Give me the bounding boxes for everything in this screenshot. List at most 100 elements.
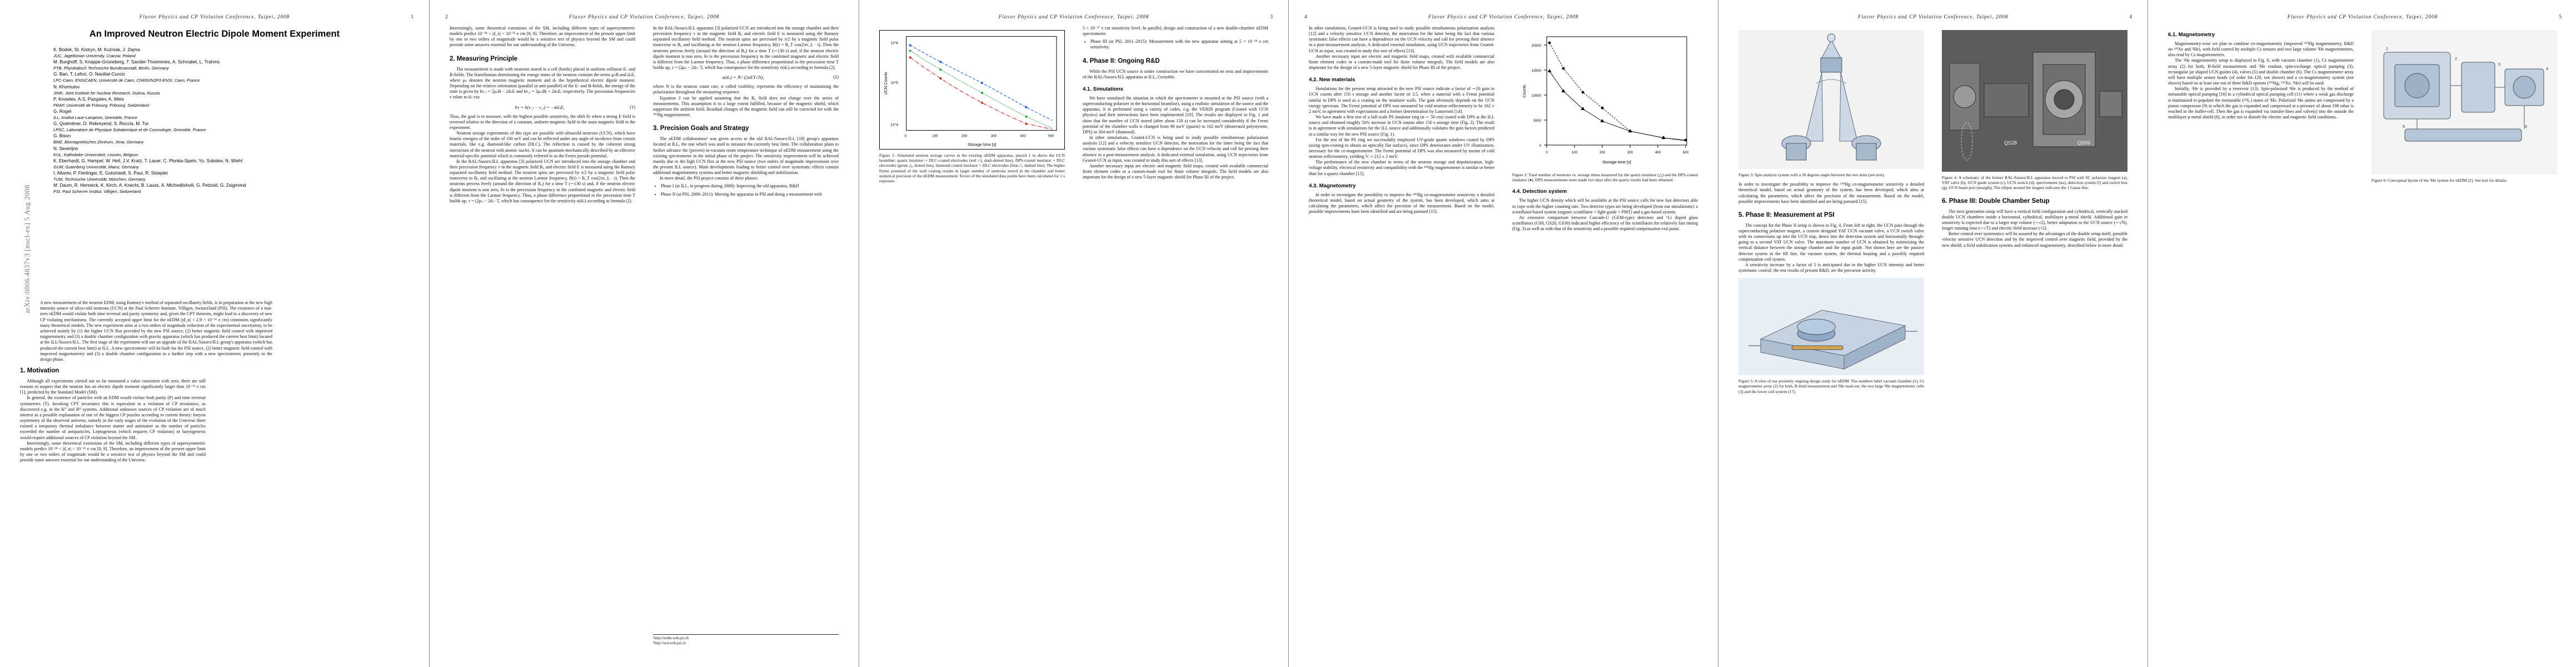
fig5-chambers <box>1797 318 1836 342</box>
page4-columns: In other simulations, Geant4-UCN is bein… <box>1309 26 1698 648</box>
fig1-ytick: 10^5 <box>891 81 899 85</box>
svg-text:2: 2 <box>2455 57 2457 61</box>
equation-number: (1) <box>630 104 635 109</box>
running-head: Flavor Physics and CP Violation Conferen… <box>2287 14 2438 20</box>
fig2-svg: 0 5000 10000 15000 20000 0 100 200 300 4… <box>1522 36 1689 165</box>
page5-col-right: QS28 QS09 Figure 4: A schematic of the f… <box>1942 26 2127 648</box>
figure-1-plot: 10^6 10^5 10^4 0 100 200 300 400 500 Sto… <box>879 30 1065 150</box>
paragraph: Another necessary input are electric and… <box>1309 53 1494 71</box>
fig4-label-qs09: QS09 <box>2077 140 2090 146</box>
paragraph: The concept for the Phase II setup is sh… <box>1738 222 1924 262</box>
section-heading-phase2-psi: 5. Phase II: Measurement at PSI <box>1738 211 1835 218</box>
author-names: G. Quéméner, D. Rebreyend, S. Roccia, M.… <box>53 121 149 127</box>
page-4: Flavor Physics and CP Violation Conferen… <box>1289 0 1718 667</box>
fig6-callouts: 1 2 3 4 5 6 <box>2386 47 2548 129</box>
fig1-xtick: 0 <box>905 134 907 138</box>
equation-number: (2) <box>833 74 839 80</box>
section-heading-precision-goals: 3. Precision Goals and Strategy <box>653 125 749 132</box>
author-names: M. Burghoff, S. Knappe-Grüneberg, T. San… <box>53 59 220 65</box>
fig2-xtick: 100 <box>1572 151 1578 155</box>
author-names: N. Severijns <box>53 146 78 151</box>
figure-4-caption: Figure 4: A schematic of the former RAL/… <box>1942 175 2127 191</box>
page-2: Flavor Physics and CP Violation Conferen… <box>430 0 859 667</box>
abstract: A new measurement of the neutron EDM, us… <box>40 300 272 362</box>
page4-col-left: In other simulations, Geant4-UCN is bein… <box>1309 26 1494 648</box>
fig1-xtick: 100 <box>932 134 938 138</box>
page2-col-left: Interestingly, some theoretical extensio… <box>450 26 635 648</box>
paragraph: In the RAL/Sussex/ILL apparatus [3] pola… <box>450 158 635 203</box>
page6-col-right: 1 2 3 4 5 6 Figure 6: Conceptual layout of … <box>2371 26 2557 648</box>
paragraph: Although all experiments carried out so … <box>20 379 206 395</box>
fig6-he3-layout <box>2383 52 2544 142</box>
paragraph: The performance of the new chamber in te… <box>1309 160 1494 176</box>
page1-col-left: 1. Motivation Although all experiments c… <box>20 360 206 648</box>
figure-2: 0 5000 10000 15000 20000 0 100 200 300 4… <box>1512 30 1698 182</box>
author-names: P. Knowles, A.S. Pazgalev, A. Weis <box>53 96 124 102</box>
paragraph: In other simulations, Geant4-UCN is bein… <box>1083 135 1268 163</box>
section-heading-simulations: 4.1. Simulations <box>1083 86 1124 92</box>
paragraph: Better control over systematics will be … <box>1942 231 2127 248</box>
author-names: I. Altarev, P. Fierlinger, E. Gutsmiedl,… <box>53 170 168 176</box>
paragraph: Simulations for the present setup attrac… <box>1309 86 1494 114</box>
page3-col-right: 5 × 10⁻²⁷ e cm sensitivity level. In par… <box>1083 26 1268 648</box>
figure-1-caption: Figure 1: Simulated neutron storage curv… <box>879 153 1065 184</box>
affiliation: JUC, Jagellonian University, Cracow, Pol… <box>53 53 136 59</box>
fig1-ytick: 10^4 <box>891 123 899 127</box>
phase-list-cont: Phase III (at PSI, 2011–2015): Measureme… <box>1083 39 1268 50</box>
fig3-spin-analyser <box>1781 33 1881 161</box>
folio-4: 4 <box>1304 14 1307 20</box>
page4-col-right: 0 5000 10000 15000 20000 0 100 200 300 4… <box>1512 26 1698 648</box>
page-6: Flavor Physics and CP Violation Conferen… <box>2148 0 2576 667</box>
running-head: Flavor Physics and CP Violation Conferen… <box>1428 14 1579 20</box>
fig5-guides <box>1748 331 1917 346</box>
fig2-ytick: 20000 <box>1532 44 1542 48</box>
svg-text:4: 4 <box>2546 67 2548 71</box>
section-heading-magnetometry-61: 6.1. Magnetometry <box>2168 32 2215 38</box>
fig2-ytick: 0 <box>1539 144 1542 148</box>
figure-3-image <box>1738 30 1924 169</box>
page3-col-left: 10^6 10^5 10^4 0 100 200 300 400 500 Sto… <box>879 26 1065 648</box>
page5-col-left: Figure 3: Spin analysis system with a 30… <box>1738 26 1924 648</box>
affiliation: PTB, Physikalisch Technische Bundesansta… <box>53 66 169 71</box>
running-head: Flavor Physics and CP Violation Conferen… <box>569 14 720 20</box>
running-head: Flavor Physics and CP Violation Conferen… <box>998 14 1149 20</box>
fig4-svg: QS28 QS09 <box>1942 30 2127 172</box>
paragraph: The measurement is made with neutrons st… <box>450 66 635 100</box>
author-names: G. Bison <box>53 133 71 139</box>
list-item: Phase I (at ILL, in progress during 2008… <box>661 183 839 189</box>
section-heading-new-materials: 4.2. New materials <box>1309 77 1356 83</box>
affiliation: JINR, Joint Institute for Nuclear Resear… <box>53 90 160 96</box>
fig1-series-diamond <box>910 45 1053 121</box>
paragraph: In other simulations, Geant4-UCN is bein… <box>1309 26 1494 53</box>
paragraph: We have simulated the situation in which… <box>1083 95 1268 135</box>
fig2-ytick: 10000 <box>1532 94 1542 98</box>
figure-6-image: 1 2 3 4 5 6 <box>2371 30 2557 175</box>
affiliation: PSI, Paul Scherrer Institut, Villigen, S… <box>53 189 141 195</box>
author-block: K. Bodek, St. Kistryn, M. Kuźniak, J. Ze… <box>53 47 412 195</box>
fig6-svg: 1 2 3 4 5 6 <box>2371 30 2557 175</box>
fig1-ylabel: UCN Counts <box>883 72 888 95</box>
equation-2: (2) σ(dₙ) = ℏ / (2αET√N), <box>653 74 839 80</box>
paragraph: Equation 2 can be applied assuming that … <box>653 95 839 118</box>
section-heading-motivation: 1. Motivation <box>20 367 59 374</box>
fig2-ytick: 5000 <box>1533 119 1541 123</box>
paragraph: For the test of the PS ring we successfu… <box>1309 137 1494 160</box>
page-3: Flavor Physics and CP Violation Conferen… <box>859 0 1288 667</box>
figure-6-caption: Figure 6: Conceptual layout of the ³He s… <box>2371 178 2507 183</box>
fig2-xtick: 200 <box>1600 151 1606 155</box>
equation-body: σ(dₙ) = ℏ / (2αET√N), <box>722 75 764 81</box>
fig1-svg: 10^6 10^5 10^4 0 100 200 300 400 500 Sto… <box>883 36 1057 147</box>
fig5-coil <box>1791 345 1843 350</box>
fig2-ylabel: Counts <box>1522 84 1527 98</box>
folio-3: 3 <box>1270 14 1273 20</box>
fig5-svg <box>1738 278 1924 376</box>
page-1: Flavor Physics and CP Violation Conferen… <box>0 0 429 667</box>
running-head: Flavor Physics and CP Violation Conferen… <box>139 14 290 20</box>
fig1-xtick: 300 <box>991 134 997 138</box>
folio-5a: 4 <box>2129 14 2132 20</box>
section-heading-phase3-double-chamber: 6. Phase III: Double Chamber Setup <box>1942 197 2050 205</box>
figure-5-caption: Figure 5: A view of our presently ongoin… <box>1738 379 1924 394</box>
paragraph: The ³He magnetometry setup is displayed … <box>2168 58 2354 86</box>
svg-text:3: 3 <box>2498 63 2500 67</box>
paragraph: 5 × 10⁻²⁷ e cm sensitivity level. In par… <box>1083 26 1268 37</box>
